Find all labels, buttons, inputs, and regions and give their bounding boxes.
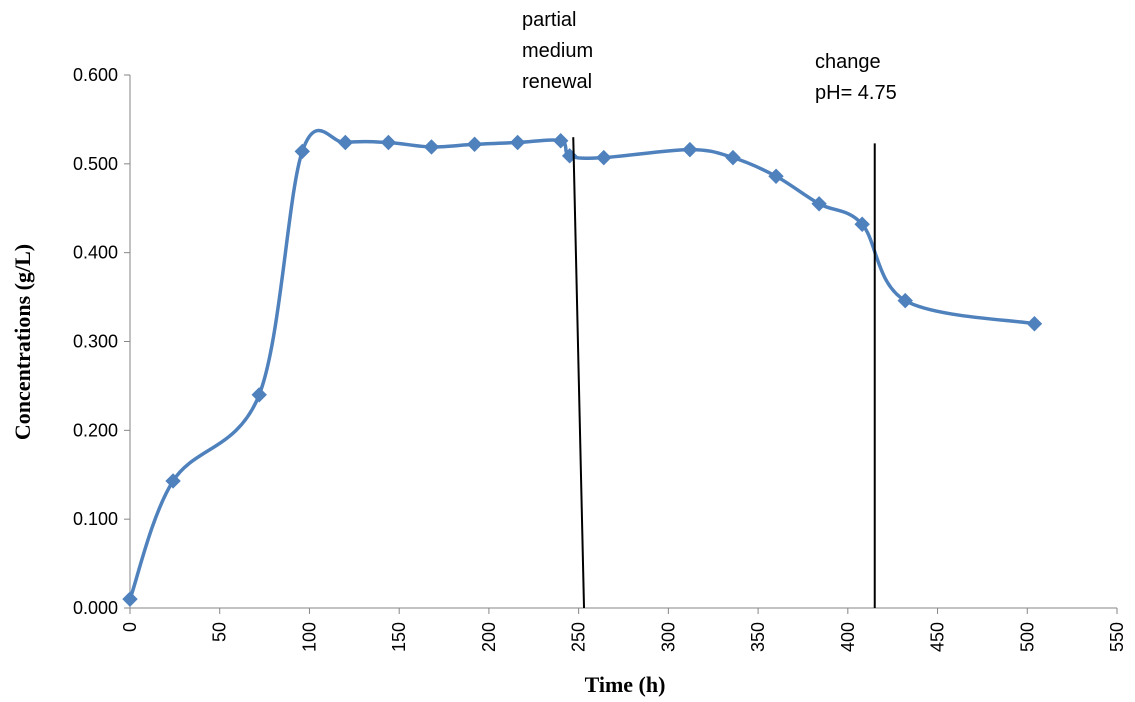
- data-point-marker: [854, 216, 870, 232]
- y-tick-label: 0.300: [73, 332, 118, 352]
- annotation-label: medium: [522, 40, 593, 62]
- data-point-marker: [423, 139, 440, 155]
- x-tick-label: 150: [389, 622, 409, 652]
- x-tick-label: 200: [479, 622, 499, 652]
- y-tick-label: 0.000: [73, 598, 118, 618]
- data-point-marker: [466, 136, 483, 152]
- data-point-marker: [380, 134, 397, 151]
- data-point-marker: [596, 149, 612, 166]
- x-tick-label: 400: [838, 622, 858, 652]
- data-point-marker: [682, 141, 698, 158]
- y-axis-label: Concentrations (g/L): [10, 244, 35, 440]
- x-axis-ticks: 0 50 100 150 200 250 300 350 400 450 500 550: [120, 608, 1127, 652]
- data-point-marker: [725, 149, 741, 166]
- x-tick-label: 100: [299, 622, 319, 652]
- x-tick-label: 550: [1107, 622, 1127, 652]
- x-axis-label: Time (h): [585, 672, 666, 697]
- annotation-label: partial: [522, 9, 576, 31]
- x-tick-label: 500: [1017, 622, 1037, 652]
- data-point-marker: [337, 134, 354, 151]
- y-tick-label: 0.500: [73, 154, 118, 174]
- x-tick-label: 300: [658, 622, 678, 652]
- event-line: [572, 137, 586, 609]
- data-point-marker: [294, 143, 310, 160]
- series-group: [122, 128, 1043, 607]
- data-point-marker: [897, 292, 913, 309]
- data-point-marker: [1026, 316, 1043, 332]
- x-tick-label: 50: [210, 622, 230, 642]
- annotations: partial medium renewal change pH= 4.75: [522, 9, 897, 609]
- x-tick-label: 350: [748, 622, 768, 652]
- data-point-marker: [165, 473, 181, 489]
- data-point-marker: [552, 133, 569, 149]
- x-tick-label: 0: [120, 622, 140, 632]
- y-tick-label: 0.400: [73, 243, 118, 263]
- data-point-marker: [768, 168, 784, 184]
- y-tick-label: 0.200: [73, 420, 118, 440]
- data-point-marker: [122, 591, 138, 607]
- y-tick-label: 0.600: [73, 65, 118, 85]
- annotation-label: renewal: [522, 71, 592, 93]
- data-point-marker: [251, 387, 267, 403]
- x-tick-label: 450: [928, 622, 948, 652]
- annotation-label: change: [815, 51, 881, 73]
- annotation-label: pH= 4.75: [815, 82, 897, 104]
- x-tick-label: 250: [569, 622, 589, 652]
- data-point-marker: [509, 134, 526, 151]
- data-point-marker: [811, 196, 827, 212]
- y-tick-label: 0.100: [73, 509, 118, 529]
- y-axis-ticks: 0.000 0.100 0.200 0.300 0.400 0.500 0.600: [73, 65, 130, 618]
